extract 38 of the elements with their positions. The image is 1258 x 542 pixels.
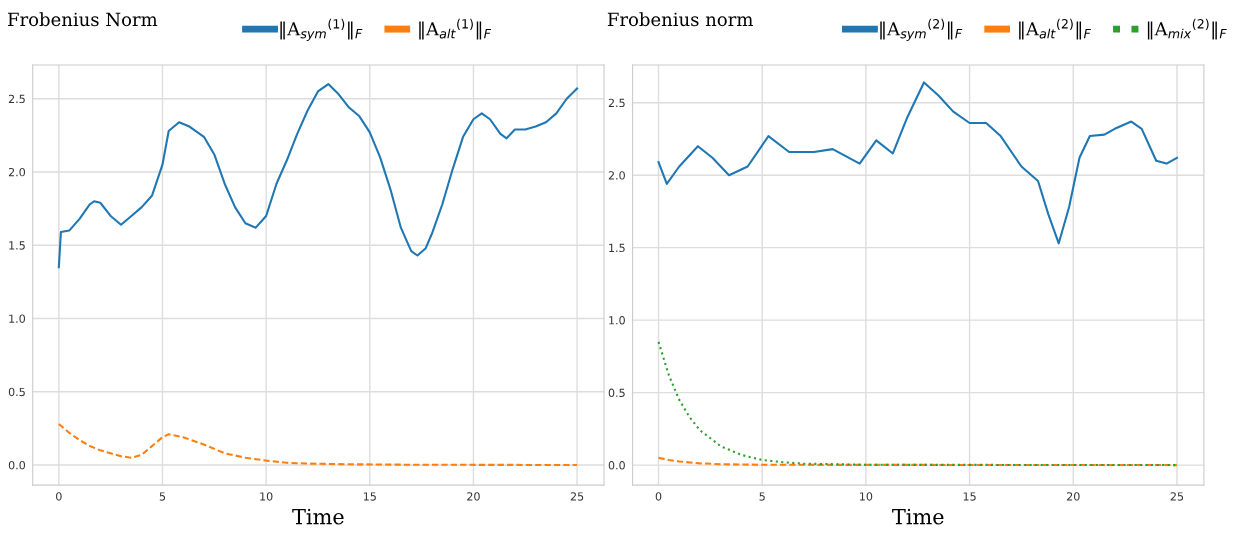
- x-tick-label: 5: [159, 492, 166, 501]
- x-tick-label: 15: [963, 492, 976, 501]
- x-axis-title: Time: [892, 508, 944, 525]
- line-series: [57, 83, 579, 269]
- x-tick-label: 15: [363, 492, 376, 501]
- y-tick-label: 2.5: [608, 98, 625, 108]
- line-series: [657, 340, 1178, 467]
- legend-label: ‖A$_{sym}$$^{(2)}$‖$_{F}$: [880, 18, 963, 41]
- y-tick-label: 0.5: [608, 388, 625, 397]
- line-series: [57, 422, 579, 467]
- legend-title: Frobenius Norm: [7, 12, 158, 27]
- y-tick-label: 0.5: [8, 387, 25, 397]
- x-tick-label: 0: [56, 492, 62, 501]
- y-tick-label: 2.0: [608, 171, 625, 180]
- y-tick-label: 1.0: [9, 314, 26, 323]
- line-series: [657, 81, 1178, 245]
- y-tick-label: 1.5: [9, 241, 25, 250]
- x-tick-label: 20: [1067, 492, 1080, 501]
- x-tick-label: 25: [570, 492, 584, 501]
- legend-label: ‖A$_{sym}$$^{(1)}$‖$_{F}$: [280, 18, 363, 41]
- y-tick-label: 2.0: [8, 167, 26, 177]
- x-tick-label: 5: [759, 492, 765, 501]
- legend-label: ‖A$_{mix}$$^{(2)}$‖$_{F}$: [1147, 18, 1227, 40]
- y-tick-label: 0.0: [8, 460, 26, 470]
- x-tick-label: 25: [1170, 492, 1184, 501]
- x-tick-label: 10: [260, 492, 273, 501]
- legend-label: ‖A$_{alt}$$^{(1)}$‖$_{F}$: [419, 18, 492, 40]
- legend-title: Frobenius norm: [607, 12, 753, 27]
- y-tick-label: 1.0: [609, 316, 625, 325]
- x-tick-label: 20: [467, 492, 480, 501]
- y-tick-label: 1.5: [609, 243, 625, 253]
- y-tick-label: 0.0: [608, 461, 625, 470]
- x-tick-label: 0: [655, 492, 662, 501]
- x-axis-title: Time: [292, 508, 344, 525]
- y-tick-label: 2.5: [8, 94, 25, 104]
- line-series: [657, 456, 1178, 467]
- x-tick-label: 10: [860, 492, 873, 501]
- legend-label: ‖A$_{alt}$$^{(2)}$‖$_{F}$: [1019, 18, 1091, 40]
